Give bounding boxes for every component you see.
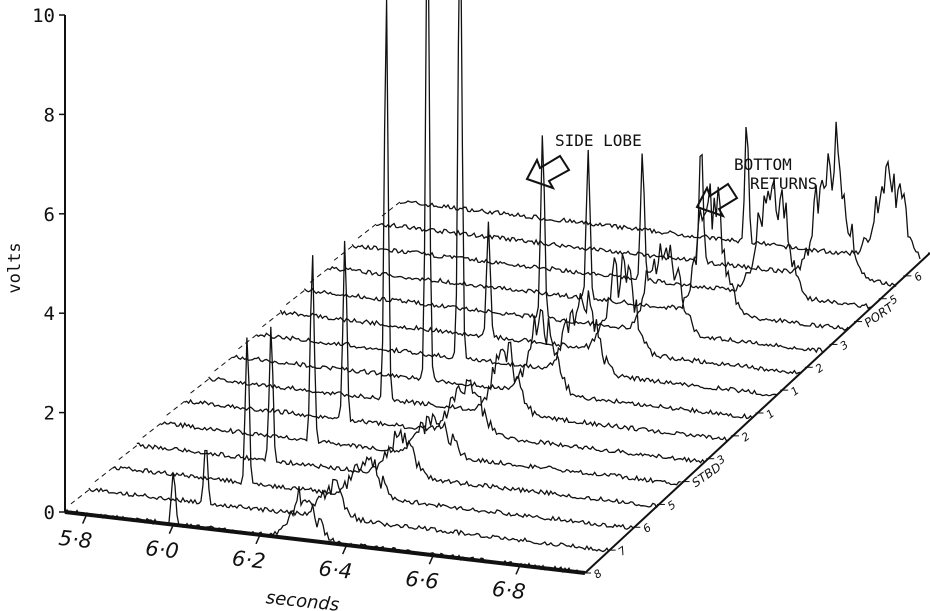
x-tick-mark xyxy=(168,524,175,535)
side-lobe-arrow xyxy=(525,154,571,190)
x-tick-label: 6·8 xyxy=(491,577,527,604)
traces xyxy=(64,0,921,574)
y-tick-label: 6 xyxy=(44,204,55,226)
wall-segment xyxy=(381,201,401,217)
trace-line xyxy=(255,0,777,397)
x-tick-mark xyxy=(428,554,435,565)
trace-line xyxy=(279,221,801,375)
x-tick-mark xyxy=(515,565,521,575)
wall-segment xyxy=(285,290,305,305)
depth-tick-label: 2 xyxy=(813,361,826,376)
depth-tick-label: 1 xyxy=(764,407,777,422)
depth-tick-label: 5 xyxy=(665,498,678,513)
wall-segment xyxy=(118,445,138,460)
trace-line xyxy=(160,255,681,486)
x-tick-label: 5·8 xyxy=(58,526,94,553)
x-tick-mark xyxy=(341,544,348,555)
wall-segment xyxy=(166,400,185,416)
side-lobe-annotation: SIDE LOBE xyxy=(525,131,642,190)
depth-tick-label: 3 xyxy=(838,338,851,353)
depth-tick-label: 8 xyxy=(591,567,604,582)
wall-segment xyxy=(94,467,114,483)
wall-segment xyxy=(357,223,377,239)
y-tick-label: 4 xyxy=(44,303,55,325)
depth-tick-label: STBD xyxy=(689,460,724,490)
trace-line xyxy=(136,326,658,509)
wall-segment xyxy=(262,312,281,328)
y-axis-label: volts xyxy=(5,242,25,293)
trace-line xyxy=(184,240,706,464)
returns-label: RETURNS xyxy=(750,174,817,193)
bottom-returns-arrow xyxy=(695,182,739,218)
wall-segment xyxy=(142,423,162,438)
wall-segment xyxy=(214,356,233,372)
x-tick-label: 6·2 xyxy=(231,546,267,573)
trace-line xyxy=(64,472,586,574)
trace-line xyxy=(208,0,729,442)
x-axis-label: seconds xyxy=(265,587,340,611)
trace-line xyxy=(112,337,634,530)
y-tick-label: 0 xyxy=(44,502,55,524)
wall-segment xyxy=(333,245,353,261)
x-tick-label: 6·6 xyxy=(404,567,440,594)
y-tick-label: 10 xyxy=(32,5,55,27)
bottom-returns-annotation: BOTTOM RETURNS xyxy=(695,155,817,218)
trace-line xyxy=(303,135,825,354)
x-tick-mark xyxy=(255,534,261,545)
trace-line xyxy=(327,149,849,331)
x-tick-mark xyxy=(81,514,88,524)
x-tick-label: 6·4 xyxy=(318,556,354,583)
bottom-label: BOTTOM xyxy=(734,155,792,174)
wall-segment xyxy=(70,489,90,505)
depth-tick-label: 1 xyxy=(788,384,801,399)
y-tick-label: 8 xyxy=(44,104,55,126)
depth-tick-label: 6 xyxy=(912,270,925,285)
x-tick-label: 6·0 xyxy=(144,536,180,563)
depth-tick-label: 7 xyxy=(616,544,629,559)
trace-line xyxy=(232,0,754,420)
trace-line xyxy=(399,126,921,260)
y-tick-label: 2 xyxy=(44,403,55,425)
axes xyxy=(59,14,930,575)
depth-tick-label: 6 xyxy=(641,521,654,536)
wall-segment xyxy=(190,378,209,394)
side-lobe-label: SIDE LOBE xyxy=(555,131,642,150)
depth-tick-label: 2 xyxy=(739,430,752,445)
